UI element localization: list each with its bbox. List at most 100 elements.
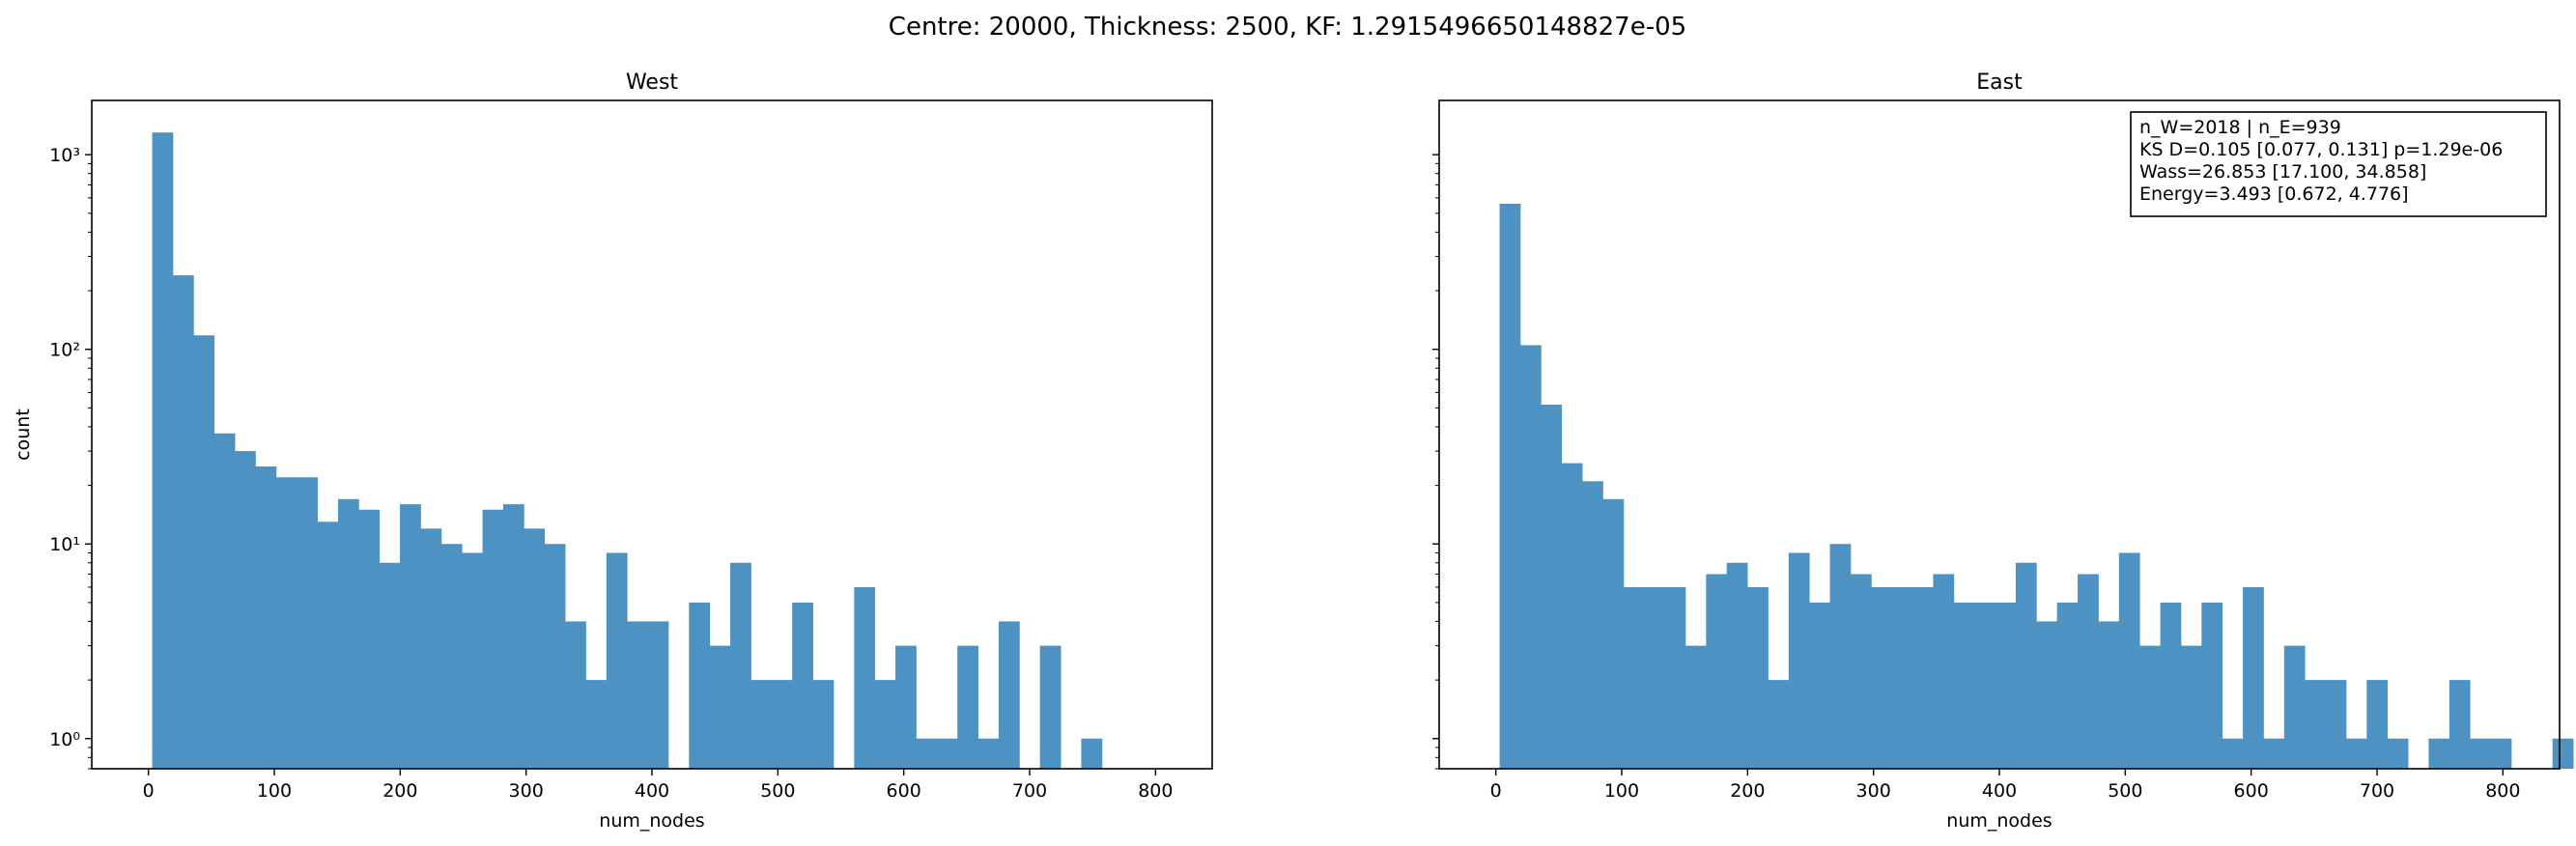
east-x-tick-label: 0 — [1490, 780, 1502, 802]
east-histogram-bar — [1541, 404, 1563, 769]
west-histogram-bar — [502, 504, 524, 769]
east-histogram-bar — [1602, 498, 1625, 769]
west-histogram-bar — [585, 680, 608, 769]
east-histogram-bar — [1974, 602, 1996, 769]
east-histogram-bar — [2490, 738, 2512, 769]
west-histogram-bar — [337, 498, 359, 769]
west-histogram-bar — [317, 522, 339, 769]
west-histogram-bar — [462, 552, 483, 769]
east-x-tick-label: 300 — [1856, 780, 1891, 802]
east-histogram-bar — [2449, 680, 2471, 769]
east-histogram-bar — [1912, 586, 1934, 769]
east-x-tick-label: 400 — [1982, 780, 2017, 802]
east-histogram-bar — [1623, 586, 1645, 769]
west-histogram-bar — [420, 528, 442, 769]
east-histogram-bar — [1788, 552, 1810, 769]
east-x-tick-label: 700 — [2360, 780, 2394, 802]
west-histogram-bar — [730, 562, 751, 769]
east-y-ticks — [1432, 154, 1439, 770]
west-x-tick-label: 800 — [1138, 780, 1173, 802]
east-histogram-bar — [2036, 621, 2058, 769]
west-histogram-bar — [379, 562, 401, 769]
east-histogram-bar — [2243, 586, 2264, 769]
west-histogram-bar — [1081, 738, 1103, 769]
west-x-tick-label: 300 — [509, 780, 544, 802]
west-histogram-bar — [400, 504, 421, 769]
east-plot-frame — [1438, 99, 2561, 770]
west-histogram-bar — [172, 275, 194, 769]
west-histogram-bar — [440, 544, 463, 769]
west-y-tick-label: 10² — [49, 340, 80, 361]
stats-annotation-frame — [2130, 111, 2547, 217]
east-histogram-bar — [2180, 645, 2202, 769]
stats-line-ks: KS D=0.105 [0.077, 0.131] p=1.29e-06 — [2139, 139, 2503, 160]
west-histogram-bar — [565, 621, 586, 769]
west-panel: West 0 100 200 300 400 500 600 700 800 10⁰ 10¹ 10²… — [13, 70, 1213, 832]
east-panel: East 0 100 200 300 400 500 600 700 800 num_nodes… — [1432, 70, 2574, 832]
west-histogram-bar — [957, 645, 978, 769]
east-histogram-bar — [1561, 463, 1583, 769]
west-histogram-bar — [213, 433, 236, 769]
west-x-tick-label: 500 — [760, 780, 795, 802]
west-histogram-bar — [606, 552, 628, 769]
west-title: West — [626, 70, 678, 95]
east-bars — [1499, 203, 2574, 769]
east-x-tick-label: 800 — [2485, 780, 2520, 802]
east-histogram-bar — [1891, 586, 1913, 769]
west-x-tick-label: 700 — [1012, 780, 1047, 802]
west-histogram-bar — [358, 509, 381, 769]
west-histogram-bar — [709, 645, 731, 769]
west-x-label: num_nodes — [599, 810, 704, 832]
east-histogram-bar — [2139, 645, 2161, 769]
west-histogram-bar — [482, 509, 504, 769]
west-y-tick-label: 10¹ — [49, 534, 80, 555]
east-histogram-bar — [2387, 738, 2409, 769]
east-histogram-bar — [2160, 602, 2182, 769]
east-histogram-bar — [1684, 645, 1707, 769]
figure-suptitle: Centre: 20000, Thickness: 2500, KF: 1.29… — [889, 13, 1686, 42]
east-x-tick-label: 200 — [1730, 780, 1765, 802]
east-histogram-bar — [1829, 544, 1852, 769]
east-histogram-bar — [2283, 645, 2306, 769]
east-histogram-bar — [1995, 602, 2017, 769]
east-histogram-bar — [1499, 203, 1521, 769]
west-histogram-bar — [916, 738, 938, 769]
west-histogram-bar — [874, 680, 896, 769]
east-histogram-bar — [2201, 602, 2223, 769]
west-plot-frame — [91, 99, 1213, 770]
west-histogram-bar — [854, 586, 876, 769]
east-histogram-bar — [2305, 680, 2326, 769]
west-x-ticks: 0 100 200 300 400 500 600 700 800 — [143, 769, 1173, 802]
east-histogram-bar — [2015, 562, 2037, 769]
east-histogram-bar — [1871, 586, 1893, 769]
east-histogram-bar — [1706, 574, 1728, 769]
east-x-tick-label: 500 — [2108, 780, 2142, 802]
west-histogram-bar — [771, 680, 793, 769]
west-histogram-bar — [152, 132, 174, 769]
west-histogram-bar — [895, 645, 917, 769]
east-histogram-bar — [1582, 481, 1603, 769]
west-y-tick-label: 10³ — [49, 145, 80, 166]
west-y-label: count — [13, 409, 34, 461]
stats-line-wass: Wass=26.853 [17.100, 34.858] — [2139, 161, 2426, 183]
stats-line-energy: Energy=3.493 [0.672, 4.776] — [2139, 183, 2409, 205]
east-x-tick-label: 600 — [2234, 780, 2269, 802]
east-x-tick-label: 100 — [1604, 780, 1639, 802]
east-histogram-bar — [1933, 574, 1955, 769]
west-y-ticks: 10⁰ 10¹ 10² 10³ — [49, 145, 92, 770]
stats-line-counts: n_W=2018 | n_E=939 — [2139, 117, 2341, 138]
west-histogram-bar — [627, 621, 648, 769]
east-histogram-bar — [1664, 586, 1686, 769]
west-bars — [152, 132, 1103, 769]
east-histogram-bar — [2222, 738, 2244, 769]
west-histogram-bar — [689, 602, 711, 769]
west-histogram-bar — [297, 477, 318, 769]
east-histogram-bar — [2470, 738, 2491, 769]
east-histogram-bar — [1768, 680, 1790, 769]
east-histogram-bar — [2098, 621, 2120, 769]
east-histogram-bar — [2428, 738, 2450, 769]
west-histogram-bar — [812, 680, 835, 769]
west-histogram-bar — [792, 602, 813, 769]
west-histogram-bar — [524, 528, 546, 769]
